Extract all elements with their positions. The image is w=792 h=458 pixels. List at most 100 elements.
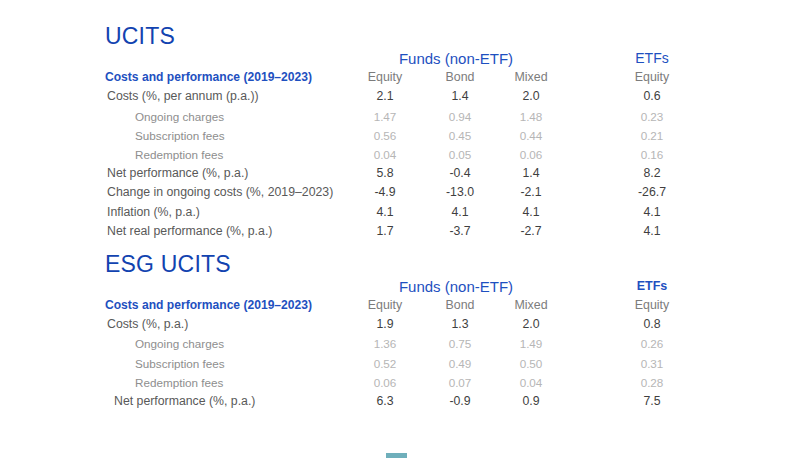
value-bond: 4.1 [415,203,505,222]
column-header-row: Costs and performance (2019–2023) Equity… [105,296,765,315]
table-row: Inflation (%, p.a.) 4.1 4.1 4.1 4.1 [105,203,765,222]
value-equity: 0.06 [355,373,415,392]
value-equity: 2.1 [355,87,415,106]
value-bond: -0.4 [415,164,505,183]
value-equity: 5.8 [355,164,415,183]
column-header-mixed: Mixed [505,68,557,87]
value-etf-equity: 0.21 [557,126,747,145]
table-row: Redemption fees 0.04 0.05 0.06 0.16 [105,145,765,164]
value-bond: -13.0 [415,183,505,202]
table-row: Change in ongoing costs (%, 2019–2023) -… [105,183,765,202]
costs-performance-header: Costs and performance (2019–2023) [105,68,355,87]
value-mixed: 2.0 [505,87,557,106]
value-bond: 0.07 [415,373,505,392]
report-page: UCITS Funds (non-ETF) ETFs Costs and per… [0,0,792,458]
table-row: Net real performance (%, p.a.) 1.7 -3.7 … [105,222,765,241]
column-header-row: Costs and performance (2019–2023) Equity… [105,68,765,87]
column-group-row: Funds (non-ETF) ETFs [105,277,765,296]
funds-non-etf-group-header: Funds (non-ETF) [355,277,557,296]
value-etf-equity: 7.5 [557,392,747,411]
value-etf-equity: 0.26 [557,334,747,353]
funds-non-etf-group-header: Funds (non-ETF) [355,49,557,68]
row-label: Subscription fees [105,354,355,373]
value-bond: 1.4 [415,87,505,106]
value-etf-equity: 0.6 [557,87,747,106]
value-mixed: -2.7 [505,222,557,241]
column-header-etf-equity: Equity [557,68,747,87]
row-label: Net performance (%, p.a.) [105,392,355,411]
costs-performance-header: Costs and performance (2019–2023) [105,296,355,315]
row-label: Ongoing charges [105,107,355,126]
row-label: Costs (%, p.a.) [105,315,355,334]
empty-cell [105,277,355,296]
row-label: Redemption fees [105,373,355,392]
value-equity: 1.9 [355,315,415,334]
table-row: Net performance (%, p.a.) 5.8 -0.4 1.4 8… [105,164,765,183]
value-equity: 1.47 [355,107,415,126]
value-etf-equity: 8.2 [557,164,747,183]
column-header-equity: Equity [355,296,415,315]
ucits-table: Funds (non-ETF) ETFs Costs and performan… [105,49,765,241]
row-label: Net performance (%, p.a.) [105,164,355,183]
value-etf-equity: 4.1 [557,222,747,241]
ucits-section-title: UCITS [105,25,765,48]
table-row: Net performance (%, p.a.) 6.3 -0.9 0.9 7… [105,392,765,411]
value-etf-equity: 0.23 [557,107,747,126]
value-bond: 0.45 [415,126,505,145]
row-label: Net real performance (%, p.a.) [105,222,355,241]
column-header-equity: Equity [355,68,415,87]
value-mixed: 0.50 [505,354,557,373]
table-row: Costs (%, per annum (p.a.)) 2.1 1.4 2.0 … [105,87,765,106]
value-bond: 0.05 [415,145,505,164]
table-row: Ongoing charges 1.36 0.75 1.49 0.26 [105,334,765,353]
row-label: Costs (%, per annum (p.a.)) [105,87,355,106]
column-header-bond: Bond [415,68,505,87]
row-label: Subscription fees [105,126,355,145]
row-label: Ongoing charges [105,334,355,353]
value-equity: -4.9 [355,183,415,202]
table-row: Subscription fees 0.56 0.45 0.44 0.21 [105,126,765,145]
value-equity: 1.36 [355,334,415,353]
value-etf-equity: 0.16 [557,145,747,164]
value-etf-equity: 0.8 [557,315,747,334]
esg-ucits-section-title: ESG UCITS [105,253,765,276]
value-equity: 0.56 [355,126,415,145]
etfs-group-header: ETFs [557,277,747,296]
value-etf-equity: 0.31 [557,354,747,373]
table-row: Subscription fees 0.52 0.49 0.50 0.31 [105,354,765,373]
value-equity: 0.52 [355,354,415,373]
value-equity: 6.3 [355,392,415,411]
column-header-mixed: Mixed [505,296,557,315]
row-label: Redemption fees [105,145,355,164]
value-bond: 0.75 [415,334,505,353]
value-bond: 0.49 [415,354,505,373]
value-mixed: 1.48 [505,107,557,126]
value-bond: -0.9 [415,392,505,411]
etfs-group-header: ETFs [557,49,747,68]
value-mixed: 0.06 [505,145,557,164]
value-mixed: 0.04 [505,373,557,392]
esg-ucits-table: Funds (non-ETF) ETFs Costs and performan… [105,277,765,411]
value-bond: -3.7 [415,222,505,241]
table-row: Costs (%, p.a.) 1.9 1.3 2.0 0.8 [105,315,765,334]
value-etf-equity: -26.7 [557,183,747,202]
empty-cell [105,49,355,68]
value-equity: 0.04 [355,145,415,164]
value-mixed: 0.44 [505,126,557,145]
value-mixed: 1.49 [505,334,557,353]
column-header-etf-equity: Equity [557,296,747,315]
value-bond: 0.94 [415,107,505,126]
value-equity: 1.7 [355,222,415,241]
teal-accent-bar [386,453,407,458]
row-label: Inflation (%, p.a.) [105,203,355,222]
value-mixed: 0.9 [505,392,557,411]
value-bond: 1.3 [415,315,505,334]
value-mixed: 4.1 [505,203,557,222]
table-row: Redemption fees 0.06 0.07 0.04 0.28 [105,373,765,392]
value-etf-equity: 4.1 [557,203,747,222]
row-label: Change in ongoing costs (%, 2019–2023) [105,183,355,202]
column-header-bond: Bond [415,296,505,315]
value-mixed: -2.1 [505,183,557,202]
value-mixed: 2.0 [505,315,557,334]
value-equity: 4.1 [355,203,415,222]
